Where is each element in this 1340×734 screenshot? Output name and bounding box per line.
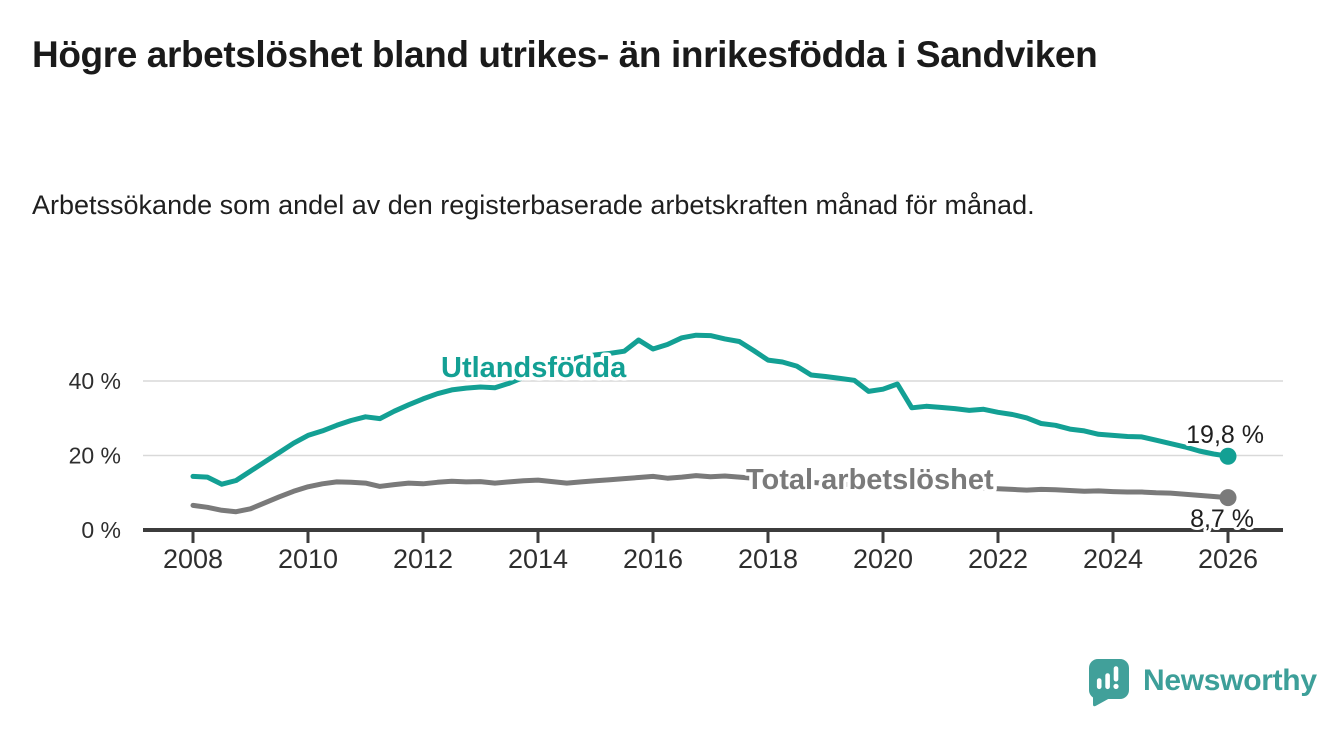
series-line-utlandsfodda <box>190 332 1231 487</box>
unemployment-line-chart: 2008 2010 2012 2014 2016 2018 2020 2022 2024 2026… <box>69 332 1283 574</box>
x-tick-label: 2012 <box>393 544 453 574</box>
series-label-utlandsfodda: Utlandsfödda <box>441 352 627 384</box>
y-tick-label: 20 % <box>69 443 121 469</box>
series-end-dot <box>1219 447 1237 465</box>
brand-wordmark: Newsworthy <box>1143 664 1317 697</box>
chart-subtitle: Arbetssökande som andel av den registerb… <box>32 190 1035 220</box>
series-end-dot <box>1219 489 1237 507</box>
x-tick-label: 2026 <box>1198 544 1258 574</box>
x-tick-label: 2010 <box>278 544 338 574</box>
x-tick-label: 2008 <box>163 544 223 574</box>
x-tick-label: 2014 <box>508 544 568 574</box>
x-tick-label: 2018 <box>738 544 798 574</box>
series-label-total: Total arbetslöshet <box>746 464 994 496</box>
y-tick-label: 0 % <box>81 517 121 543</box>
x-tick-label: 2022 <box>968 544 1028 574</box>
page-title: Högre arbetslöshet bland utrikes- än inr… <box>32 34 1098 75</box>
series-end-value-label: 19,8 % <box>1186 421 1264 449</box>
series-end-value-label: 8,7 % <box>1190 505 1254 533</box>
y-tick-label: 40 % <box>69 368 121 394</box>
x-tick-label: 2020 <box>853 544 913 574</box>
x-tick-label: 2024 <box>1083 544 1143 574</box>
newsworthy-speech-bubble-chart-icon <box>1089 659 1129 707</box>
line-chart-area: 2008 2010 2012 2014 2016 2018 2020 2022 2024 2026… <box>0 300 1340 620</box>
newsworthy-logo: Newsworthy <box>1086 657 1317 709</box>
series-line-total <box>190 473 1231 515</box>
x-tick-label: 2016 <box>623 544 683 574</box>
